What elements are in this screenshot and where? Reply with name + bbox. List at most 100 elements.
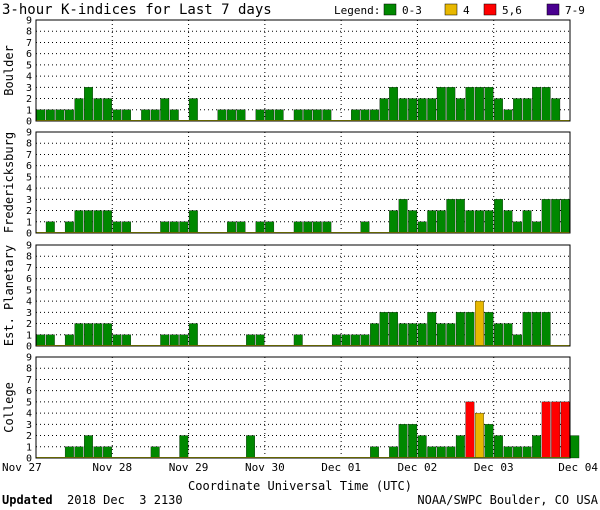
kindex-bar [93,210,103,234]
y-tick-label: 7 [26,375,32,386]
kindex-bar [331,334,341,347]
kindex-bar [446,199,456,234]
kindex-bar [360,334,370,347]
y-tick-label: 5 [26,397,32,408]
kindex-bar [227,109,236,122]
y-tick-label: 5 [26,172,32,183]
kindex-bar [446,87,456,122]
kindex-bar [398,199,408,234]
legend-entry: 0-3 [402,4,422,17]
kindex-bar [551,98,561,122]
kindex-bar [484,312,494,347]
kindex-bar [551,199,561,234]
kindex-bar [370,446,379,459]
kindex-bar [398,98,408,122]
y-tick-label: 8 [26,27,32,38]
kindex-bar [427,312,437,347]
kindex-bar [255,221,265,234]
kindex-bar [532,312,542,347]
kindex-bar [246,334,255,347]
kindex-bar [312,221,322,234]
panel-label: Boulder [2,45,16,96]
kindex-bar [188,98,198,122]
kindex-bar [36,334,46,347]
y-tick-label: 2 [26,431,32,442]
kindex-bar [122,109,132,122]
kindex-bar [522,446,532,459]
y-tick-label: 8 [26,139,32,150]
kindex-bar [560,401,570,459]
kindex-bar [103,210,112,234]
x-tick-label: Nov 27 [2,461,42,474]
kindex-bar [255,109,265,122]
y-tick-label: 1 [26,105,32,116]
kindex-bar [417,221,427,234]
kindex-bar [541,401,551,459]
y-tick-label: 1 [26,330,32,341]
kindex-bar [188,323,198,347]
kindex-bar [103,446,112,459]
kindex-bar [465,401,475,459]
kindex-bar [408,210,418,234]
legend-swatch [444,3,458,16]
kindex-bar [398,424,408,459]
footer-updated: Updated 2018 Dec 3 2130 [2,493,183,507]
kindex-bar [179,435,189,459]
y-tick-label: 3 [26,83,32,94]
kindex-bar [513,221,522,234]
kindex-bar [160,98,170,122]
y-tick-label: 6 [26,49,32,60]
kindex-bar [293,109,303,122]
kindex-bar [551,401,561,459]
kindex-bar [236,221,246,234]
panel-frame [35,244,571,347]
kindex-bar [465,210,475,234]
kindex-bar [436,323,446,347]
x-tick-label: Nov 30 [245,461,285,474]
kindex-bar [274,109,284,122]
y-tick-label: 6 [26,161,32,172]
y-tick-label: 2 [26,319,32,330]
y-tick-label: 2 [26,94,32,105]
y-tick-label: 2 [26,206,32,217]
kindex-bar [522,210,532,234]
y-tick-label: 8 [26,252,32,263]
kindex-bar [351,109,360,122]
kindex-bar [503,323,513,347]
kindex-bar [103,323,112,347]
kindex-bar [169,221,179,234]
kindex-bar [293,334,303,347]
legend-entry: 4 [463,4,470,17]
kindex-bar [408,323,418,347]
kindex-bar [103,98,112,122]
kindex-bar [150,446,160,459]
y-tick-label: 7 [26,38,32,49]
y-tick-label: 6 [26,386,32,397]
x-tick-label: Dec 03 [474,461,514,474]
kindex-bar [45,221,55,234]
kindex-bar [446,323,456,347]
kindex-bar [389,446,399,459]
x-ticks: Nov 27 Nov 28 Nov 29 Nov 30 Dec 01 Dec 02 Dec … [2,461,598,474]
kindex-bar [188,210,198,234]
y-tick-label: 4 [26,72,32,83]
y-tick-label: 3 [26,308,32,319]
kindex-bar [112,109,122,122]
panel-label: Est. Planetary [2,245,16,346]
kindex-bar [36,109,46,122]
kindex-bar [436,87,446,122]
kindex-bar [455,312,465,347]
y-tick-label: 3 [26,420,32,431]
kindex-bar [503,210,513,234]
kindex-bar [370,109,379,122]
kindex-bar [265,221,275,234]
kindex-bar [417,98,427,122]
legend-entry: 7-9 [565,4,585,17]
kindex-bar [303,221,313,234]
kindex-bar [160,334,170,347]
kindex-bar [265,109,275,122]
kindex-bar [169,109,179,122]
